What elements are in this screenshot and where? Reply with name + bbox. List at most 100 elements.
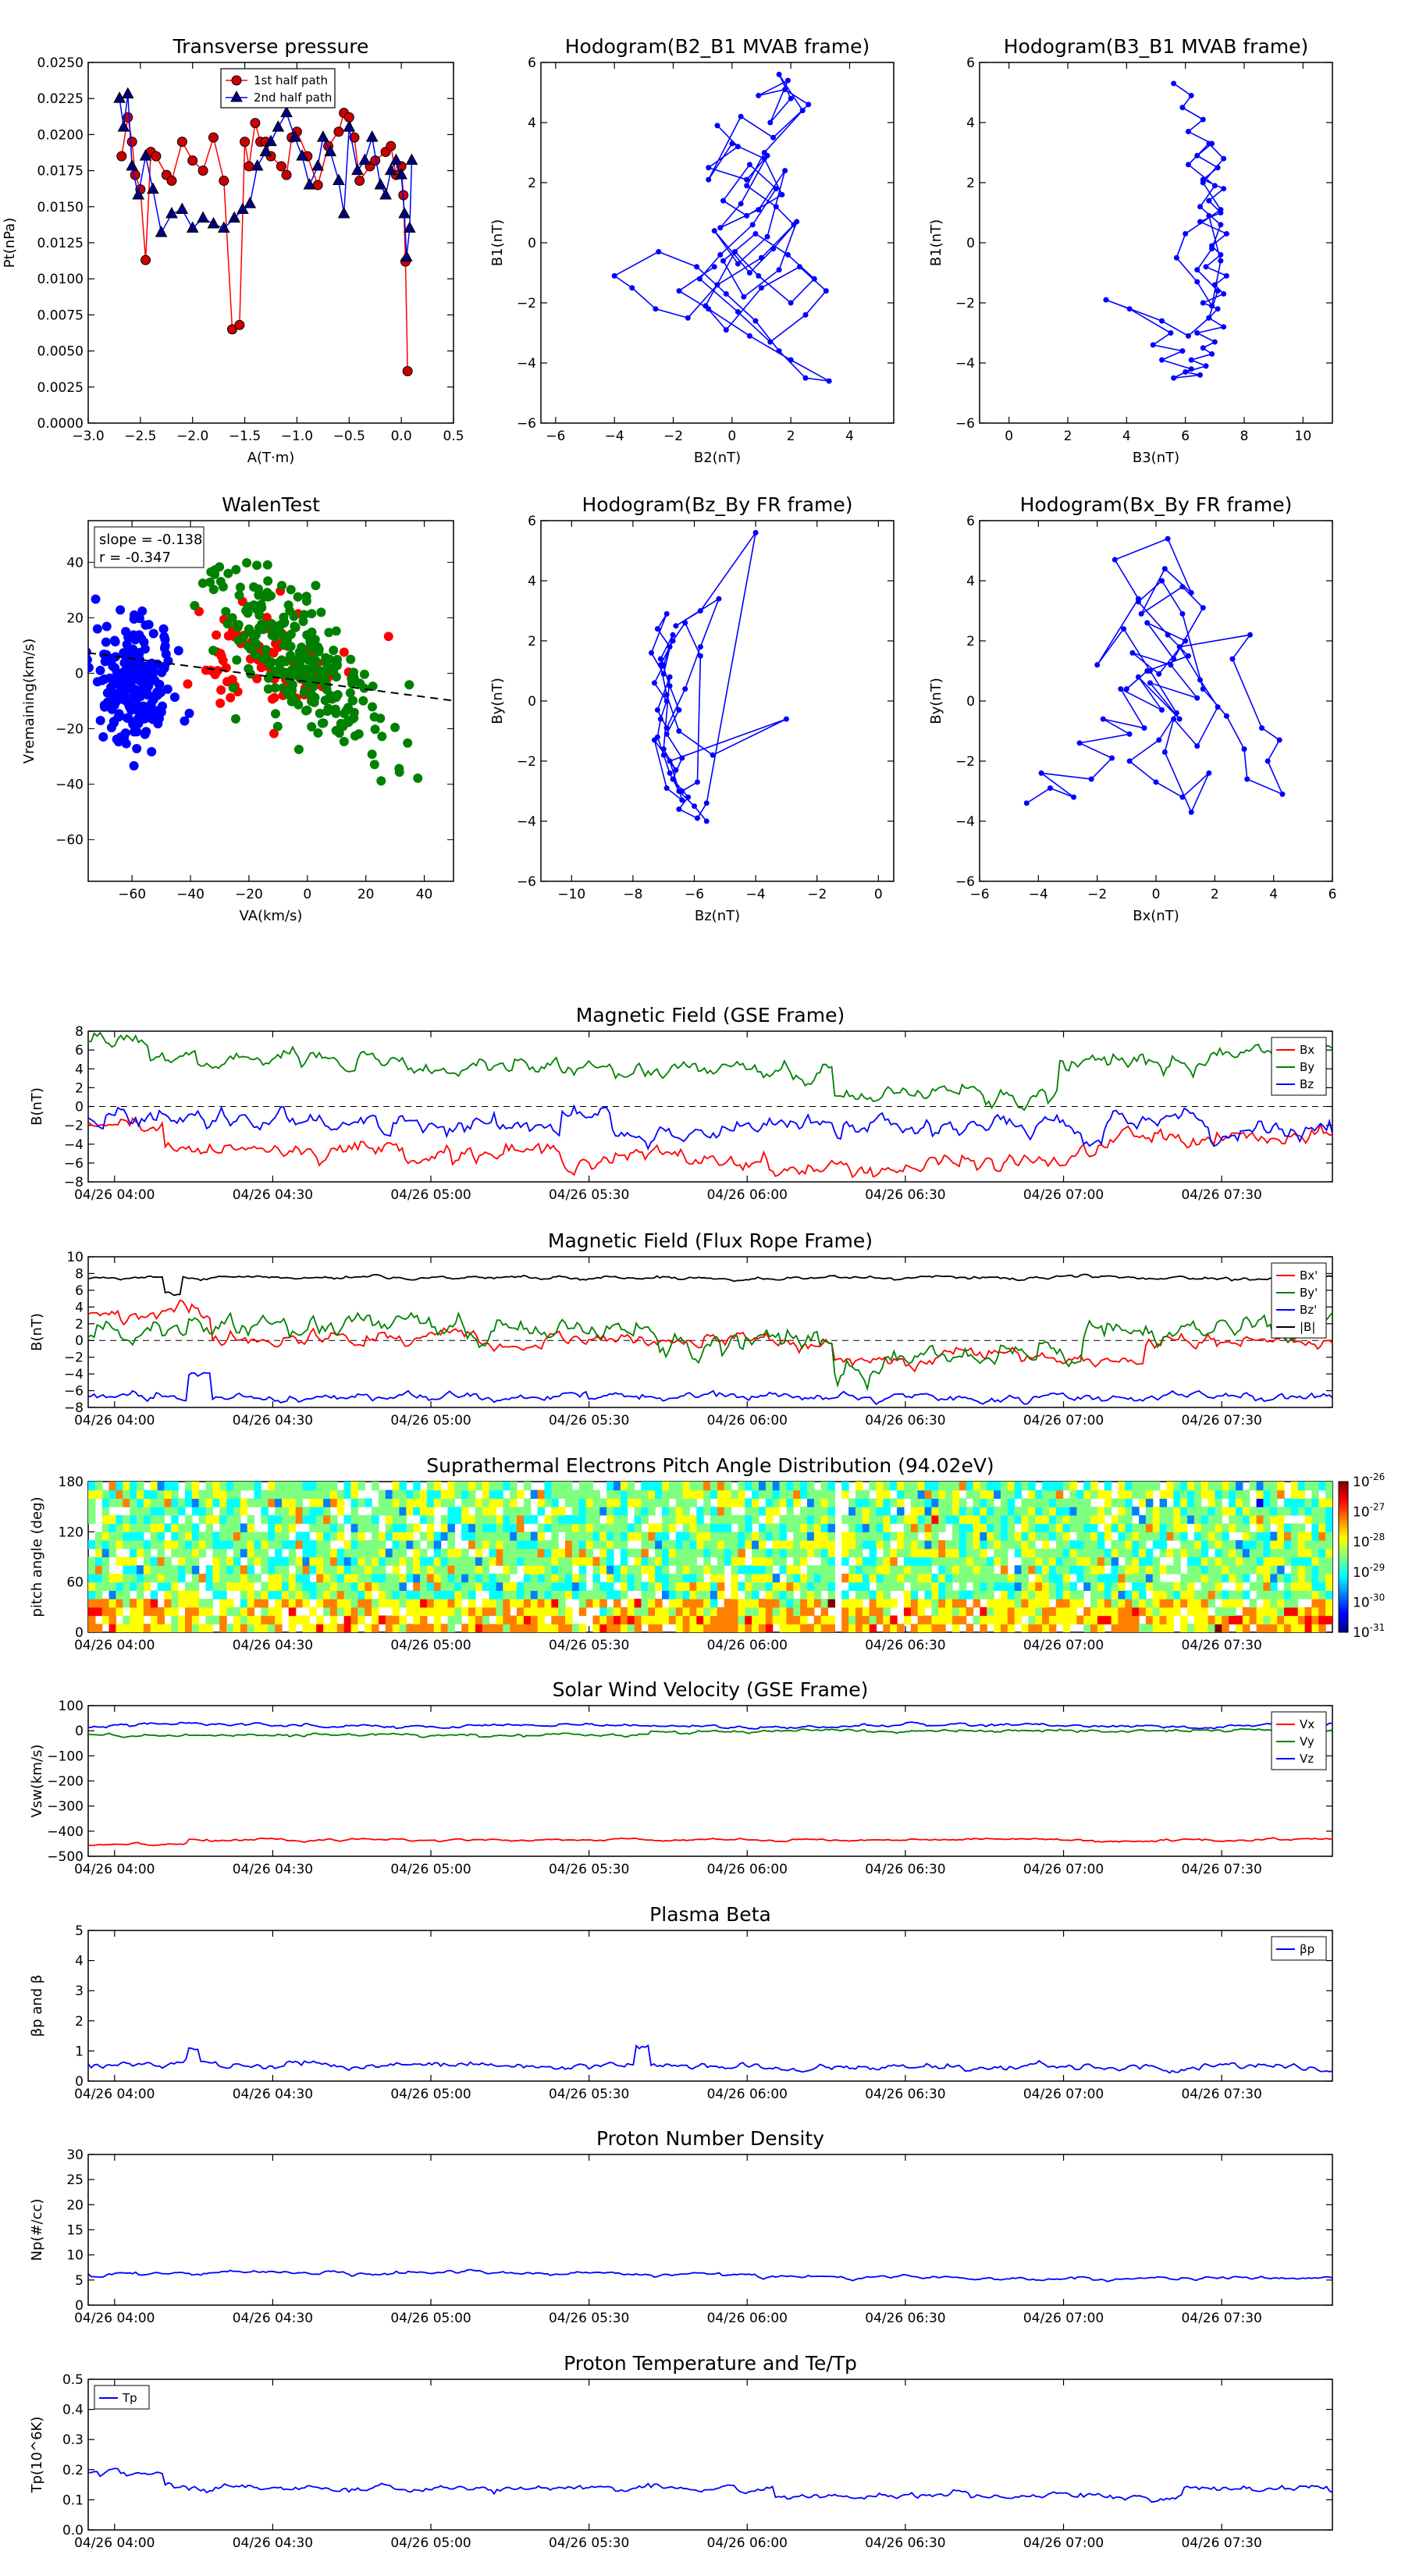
tp-plot-area: [88, 2467, 1332, 2503]
pad-cell: [565, 1548, 573, 1558]
pad-cell: [551, 1590, 559, 1599]
pad-cell: [820, 1498, 829, 1507]
pt-point-2nd-half: [395, 168, 407, 180]
pad-cell: [662, 1615, 670, 1624]
pad-colorbar-base: 10: [1353, 1565, 1370, 1581]
pad-cell: [116, 1532, 123, 1541]
pad-cell: [627, 1615, 635, 1624]
pad-cell: [489, 1590, 497, 1599]
beta-plot-area: [88, 2044, 1332, 2074]
pad-cell: [1069, 1606, 1077, 1617]
pad-cell: [1069, 1540, 1077, 1550]
pt-legend-label: 1st half path: [254, 73, 328, 87]
pad-cell: [1297, 1532, 1306, 1541]
bfr-title: Magnetic Field (Flux Rope Frame): [548, 1229, 873, 1252]
pad-cell: [862, 1565, 870, 1574]
pad-cell: [869, 1523, 877, 1532]
pad-cell: [1062, 1590, 1071, 1599]
pad-cell: [372, 1523, 379, 1532]
pad-cell: [88, 1590, 96, 1599]
pad-cell: [164, 1624, 172, 1632]
pad-cell: [365, 1582, 372, 1591]
pad-cell: [1062, 1565, 1071, 1574]
pad-cell: [350, 1557, 358, 1566]
pad-cell: [101, 1557, 110, 1566]
pt-point-2nd-half: [165, 206, 178, 219]
pad-cell: [433, 1489, 442, 1500]
vsw-ytick-label: −400: [47, 1824, 84, 1840]
pad-cell: [924, 1590, 932, 1599]
bfr-ytick-label: −4: [64, 1367, 84, 1382]
walen-point: [274, 657, 284, 667]
pad-cell: [365, 1599, 372, 1608]
pad-cell: [1304, 1615, 1313, 1624]
hodoBxBy-point: [1179, 610, 1186, 617]
pad-ytick-label: 0: [75, 1625, 84, 1641]
pad-cell: [288, 1599, 297, 1608]
pad-cell: [772, 1507, 781, 1516]
pad-cell: [551, 1582, 559, 1591]
pad-cell: [212, 1590, 220, 1599]
pad-cell: [662, 1606, 670, 1617]
hodoB3B1-point: [1218, 258, 1224, 264]
tp-title: Proton Temperature and Te/Tp: [564, 2352, 857, 2375]
pad-cell: [827, 1582, 835, 1591]
pad-cell: [1249, 1599, 1257, 1608]
pad-cell: [530, 1514, 539, 1525]
hodoB2B1-point: [749, 222, 756, 228]
pad-cell: [945, 1565, 953, 1574]
pad-cell: [897, 1514, 905, 1525]
hodoBxBy-xtick-label: −6: [969, 887, 989, 902]
hodoB3B1-point: [1223, 230, 1229, 237]
pad-cell: [329, 1582, 338, 1591]
pad-cell: [323, 1523, 331, 1532]
pad-cell: [523, 1624, 532, 1632]
pad-cell: [1249, 1540, 1257, 1550]
pad-cell: [1014, 1599, 1023, 1608]
pad-cell: [876, 1514, 884, 1525]
pad-cell: [336, 1498, 345, 1507]
pad-cell: [883, 1540, 891, 1550]
pad-cell: [544, 1565, 552, 1574]
pad-cell: [372, 1514, 379, 1525]
pad-cell: [862, 1590, 870, 1599]
beta-xtick-label: 04/26 05:30: [549, 2087, 629, 2102]
pad-cell: [1125, 1548, 1133, 1558]
pad-cell: [302, 1582, 310, 1591]
pad-cell: [1118, 1507, 1126, 1516]
pad-cell: [420, 1606, 428, 1617]
hodoB2B1-title: Hodogram(B2_B1 MVAB frame): [565, 35, 870, 58]
pad-cell: [1318, 1557, 1326, 1566]
pad-cell: [731, 1582, 739, 1591]
hodoBxBy-point: [1161, 566, 1168, 572]
pad-cell: [772, 1498, 781, 1507]
pad-cell: [1200, 1573, 1209, 1583]
pad-cell: [578, 1540, 587, 1550]
pad-cell: [426, 1599, 435, 1608]
pad-cell: [302, 1540, 310, 1550]
bgse-title: Magnetic Field (GSE Frame): [576, 1004, 845, 1026]
pad-cell: [1180, 1532, 1188, 1541]
hodoB3B1-point: [1188, 366, 1194, 372]
pad-cell: [1000, 1489, 1008, 1500]
pad-cell: [738, 1615, 745, 1624]
pad-cell: [1042, 1624, 1050, 1632]
pad-cell: [316, 1489, 324, 1500]
pad-cell: [254, 1557, 261, 1566]
pad-cell: [336, 1489, 345, 1500]
pad-cell: [288, 1507, 297, 1516]
pad-cell: [399, 1523, 407, 1532]
bfr-legend-label: By': [1300, 1286, 1318, 1300]
hodoB3B1-point: [1221, 186, 1227, 192]
pad-cell: [786, 1573, 794, 1583]
hodoBxBy-point: [1156, 671, 1162, 677]
vsw-ytick-label: 0: [75, 1724, 84, 1739]
pad-cell: [420, 1599, 428, 1608]
pad-cell: [1277, 1540, 1285, 1550]
pad-cell: [440, 1624, 449, 1632]
walen-point: [270, 709, 280, 719]
pad-cell: [848, 1624, 856, 1632]
walen-point: [158, 624, 169, 634]
pad-cell: [212, 1615, 220, 1624]
pad-cell: [268, 1615, 276, 1624]
